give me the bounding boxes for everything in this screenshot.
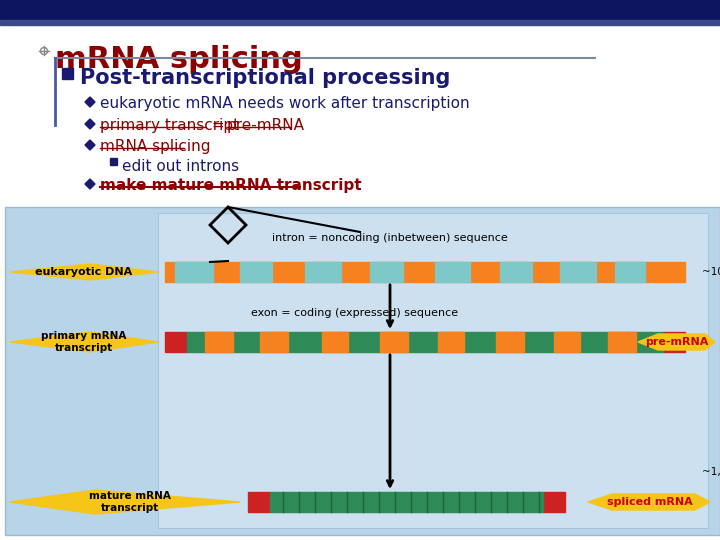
Text: =: = xyxy=(207,118,230,133)
Bar xyxy=(187,332,663,352)
Text: pre-mRNA: pre-mRNA xyxy=(645,337,708,347)
Bar xyxy=(110,158,117,165)
Text: mature mRNA
transcript: mature mRNA transcript xyxy=(89,491,171,513)
Bar xyxy=(322,332,348,352)
Text: intron = noncoding (inbetween) sequence: intron = noncoding (inbetween) sequence xyxy=(272,233,508,243)
Polygon shape xyxy=(638,334,715,350)
Polygon shape xyxy=(588,494,710,510)
Bar xyxy=(435,262,470,282)
Bar xyxy=(205,332,233,352)
Bar xyxy=(248,492,270,512)
Text: exon = coding (expressed) sequence: exon = coding (expressed) sequence xyxy=(251,308,459,318)
Bar xyxy=(500,262,532,282)
Bar xyxy=(560,262,596,282)
Text: mRNA splicing: mRNA splicing xyxy=(100,139,210,154)
Bar xyxy=(496,332,524,352)
Bar xyxy=(158,213,708,528)
Polygon shape xyxy=(10,490,240,514)
Polygon shape xyxy=(85,119,95,129)
Text: edit out introns: edit out introns xyxy=(122,159,239,174)
Bar xyxy=(543,492,565,512)
Text: primary transcript: primary transcript xyxy=(100,118,239,133)
Text: eukaryotic DNA: eukaryotic DNA xyxy=(35,267,132,277)
Bar xyxy=(615,262,645,282)
Text: ~1,000 base: ~1,000 base xyxy=(702,467,720,477)
Polygon shape xyxy=(85,179,95,189)
Bar xyxy=(5,207,720,535)
Bar xyxy=(270,492,543,512)
Bar xyxy=(554,332,580,352)
Bar xyxy=(663,332,685,352)
Bar xyxy=(260,332,288,352)
Text: make mature mRNA transcript: make mature mRNA transcript xyxy=(100,178,361,193)
Text: spliced mRNA: spliced mRNA xyxy=(607,497,693,507)
Polygon shape xyxy=(10,264,158,280)
Bar xyxy=(0,0,720,20)
Bar xyxy=(240,262,272,282)
Polygon shape xyxy=(10,332,158,352)
Bar xyxy=(305,262,341,282)
Text: primary mRNA
transcript: primary mRNA transcript xyxy=(41,331,127,353)
Text: pre-mRNA: pre-mRNA xyxy=(227,118,305,133)
Bar xyxy=(370,262,403,282)
Bar xyxy=(165,332,187,352)
Bar xyxy=(0,20,720,25)
Bar xyxy=(438,332,464,352)
Polygon shape xyxy=(85,140,95,150)
Bar xyxy=(380,332,408,352)
Bar xyxy=(175,262,213,282)
Text: mRNA splicing: mRNA splicing xyxy=(55,45,302,74)
Text: Post-transcriptional processing: Post-transcriptional processing xyxy=(80,68,451,88)
Text: eukaryotic mRNA needs work after transcription: eukaryotic mRNA needs work after transcr… xyxy=(100,96,469,111)
Polygon shape xyxy=(85,97,95,107)
Bar xyxy=(62,68,73,79)
Bar xyxy=(165,262,685,282)
Bar xyxy=(608,332,636,352)
Text: ~10,000 base: ~10,000 base xyxy=(702,267,720,277)
